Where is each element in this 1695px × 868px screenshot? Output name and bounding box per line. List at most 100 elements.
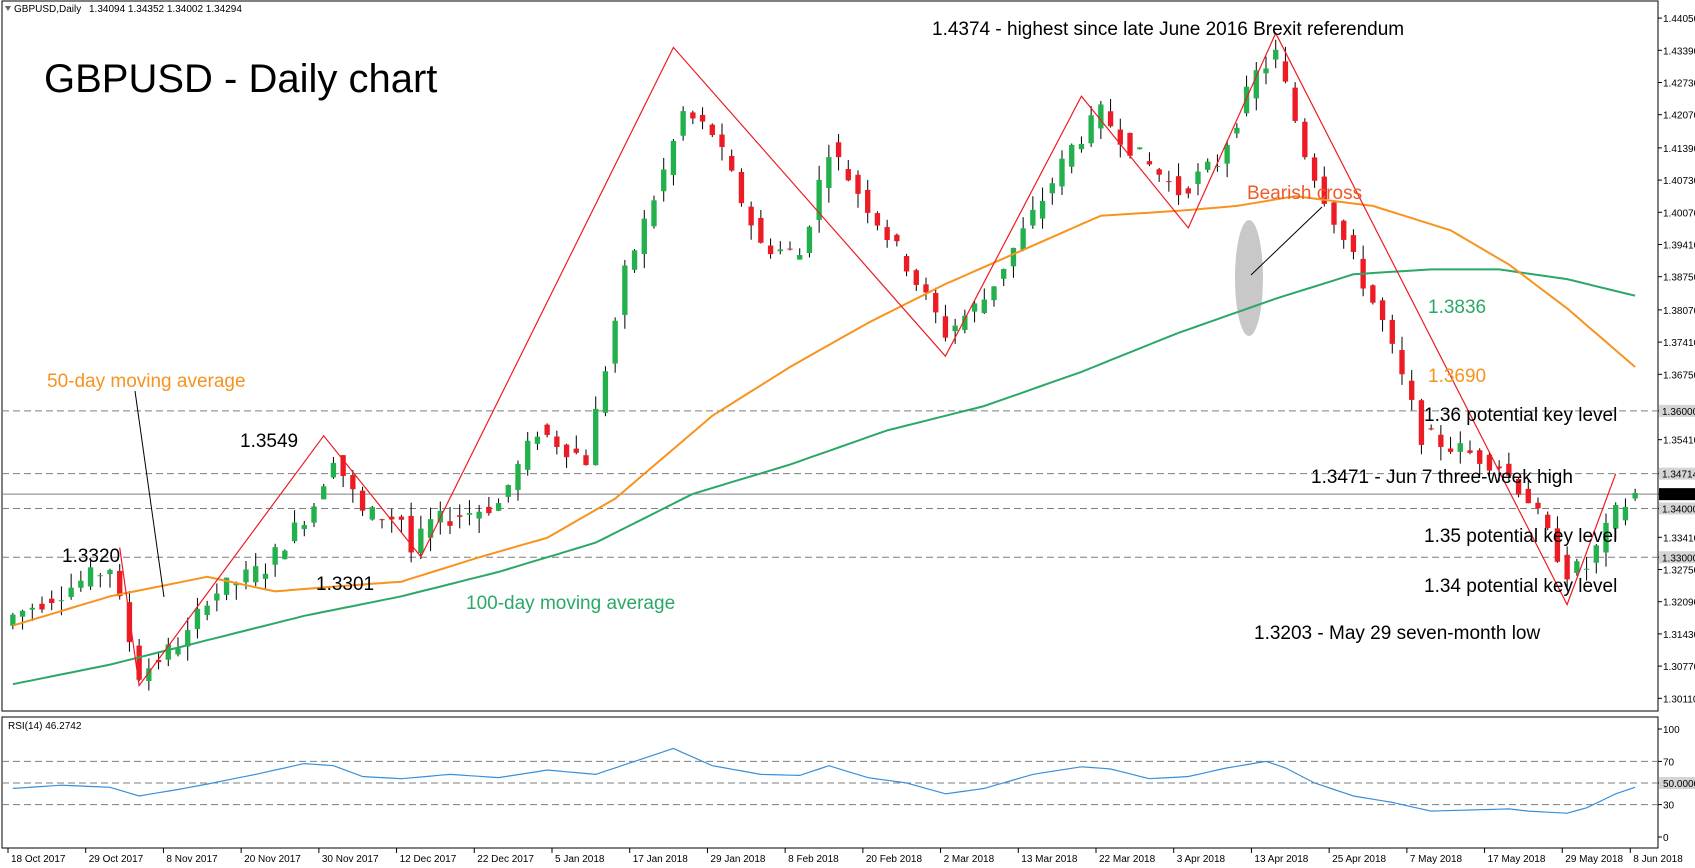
price-tick-label: 1.32090 [1663,598,1695,609]
candle-body [661,169,667,192]
time-tick-label: 29 May 2018 [1565,854,1623,865]
candle-body [622,265,628,315]
price-tick-label: 1.33000 [1662,553,1695,564]
candle-body [457,515,463,517]
candle-body [87,567,94,587]
candle-body [389,516,395,520]
candle-body [602,371,609,413]
candle-body [1146,161,1153,165]
candle-body [49,598,55,604]
candle [573,435,579,455]
candle-body [107,569,113,575]
candle [185,617,191,661]
rsi-tick-label: 50.0000 [1663,779,1695,790]
price-tick-label: 1.33410 [1663,533,1695,544]
time-tick-label: 7 May 2018 [1410,854,1463,865]
candle-body [155,659,162,663]
time-tick-label: 20 Nov 2017 [244,854,301,865]
time-tick-label: 13 Mar 2018 [1021,854,1078,865]
candle-body [126,602,133,643]
candle-body [1350,235,1357,252]
candle [291,510,298,544]
candle-body [1195,171,1201,184]
candle [865,179,871,224]
candle-body [845,169,851,181]
candle [1224,140,1230,178]
candle-body [78,580,84,588]
rsi-label-box [1659,777,1695,789]
candle-body [1331,202,1337,225]
candle-body [583,455,589,466]
candle-body [39,603,45,610]
candle [767,238,774,259]
candlesticks [10,39,1638,691]
time-tick-label: 20 Feb 2018 [866,854,923,865]
candle [49,590,55,611]
candle-body [923,284,929,293]
candle [272,543,278,577]
candle-body [962,315,968,331]
candle [622,259,628,329]
candle-body [68,587,74,597]
candle [1146,152,1153,167]
candle-body [719,134,725,147]
candle-body [1564,554,1570,580]
candle [1477,448,1483,476]
candle [1311,153,1318,188]
candle-body [554,436,560,447]
candle [690,110,696,125]
candle-body [738,171,745,204]
candle [952,318,958,344]
candle-body [1049,183,1055,194]
candle [1302,118,1308,160]
candle-body [1127,132,1133,156]
annotation-1-3301: 1.3301 [316,574,374,595]
candle [321,483,327,500]
candle [1156,167,1162,182]
candle-body [1554,528,1561,562]
candle-body [1428,428,1434,430]
candle [1059,150,1065,196]
rsi-axis: 100 70 50.0000 30 0 [1658,725,1695,844]
annotation-ma100-label: 100-day moving average [466,593,675,614]
candle-body [311,506,317,523]
candle [486,496,492,516]
chart-symbol: GBPUSD,Daily [14,4,81,15]
price-label-box [1659,467,1695,480]
candle-body [1253,70,1259,99]
candle-body [563,444,570,458]
candle-body [1273,49,1279,60]
time-tick-label: 13 Apr 2018 [1254,854,1308,865]
candle [1039,187,1046,229]
candle [1515,477,1522,498]
candle [10,612,16,630]
candle-body [806,226,813,253]
price-axis: 1.44050 1.43390 1.42730 1.42070 1.41390 1.407… [1658,14,1695,705]
candle [1506,452,1512,481]
candle-body [1214,166,1221,168]
candle [379,518,385,529]
rsi-levels [2,760,1658,806]
candle [1234,123,1240,139]
chart-ohlc: 1.34094 1.34352 1.34002 1.34294 [89,4,242,15]
candle [1049,177,1055,205]
candle [1486,451,1493,480]
candle-body [1292,87,1298,121]
time-tick-label: 25 Apr 2018 [1332,854,1386,865]
candle-body [1447,448,1454,452]
candle [1399,336,1405,385]
candle [1341,219,1347,249]
candle [787,241,793,251]
price-tick-label: 1.32750 [1663,565,1695,576]
candle-body [1545,514,1551,529]
rsi-label: RSI(14) 46.2742 [8,721,82,732]
bearish-cross-ellipse [1235,220,1263,336]
candle-body [515,463,521,490]
candle [1574,558,1580,576]
candle-body [797,254,803,260]
candle [699,107,706,130]
candle [534,431,541,450]
candle [1088,106,1094,147]
candle-body [816,179,822,220]
candle [1010,247,1017,278]
